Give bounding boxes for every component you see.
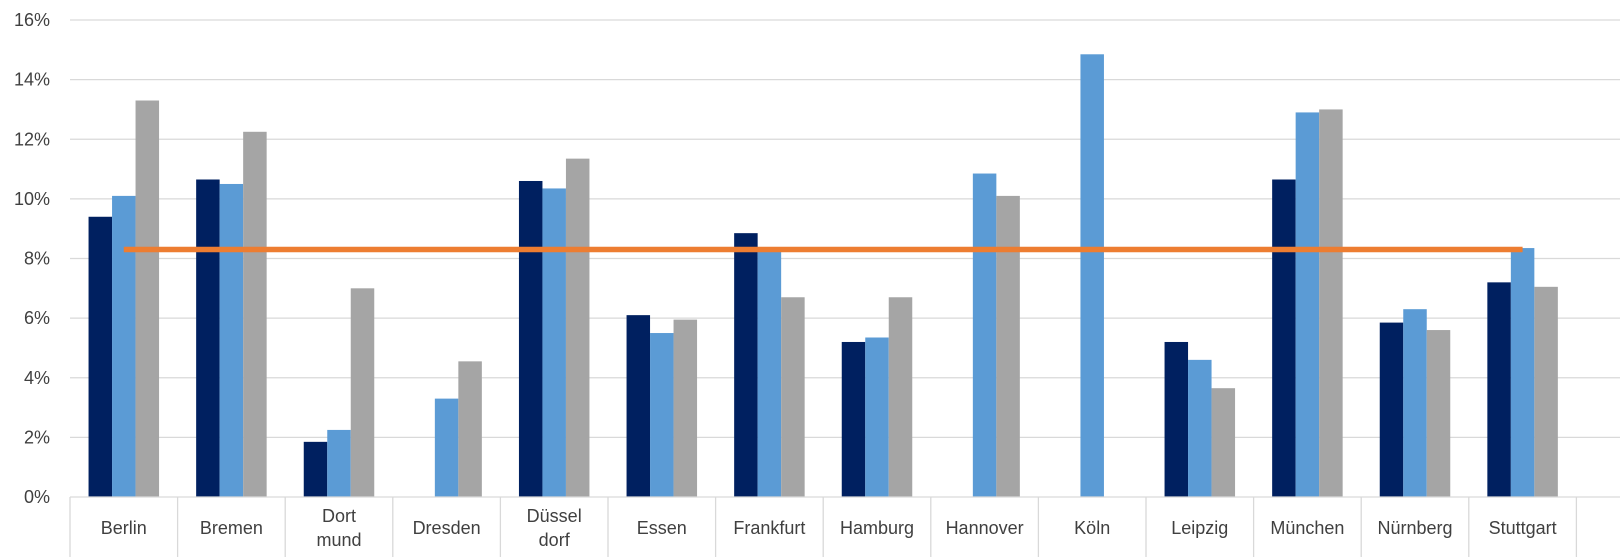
- y-tick-label: 4%: [24, 368, 50, 388]
- bar: [841, 341, 866, 497]
- bar: [757, 248, 782, 497]
- bar: [781, 297, 805, 497]
- y-tick-label: 10%: [14, 189, 50, 209]
- bar: [542, 188, 566, 498]
- bar: [196, 179, 220, 497]
- bar: [1080, 54, 1104, 498]
- bar: [518, 180, 543, 498]
- bar: [327, 429, 351, 497]
- gridlines: [70, 19, 1620, 439]
- bar: [1319, 109, 1343, 497]
- category-label: Hamburg: [840, 518, 914, 538]
- y-axis-tick-labels: 0% 2% 4% 6% 8% 10% 12% 14% 16%: [14, 10, 50, 507]
- bar: [1188, 359, 1212, 497]
- bar: [565, 158, 590, 498]
- y-tick-label: 6%: [24, 308, 50, 328]
- bar: [88, 216, 113, 497]
- bar: [1164, 341, 1189, 497]
- bar: [112, 195, 136, 498]
- category-label: Dresden: [413, 518, 481, 538]
- bar: [1487, 282, 1511, 497]
- bar: [673, 319, 698, 497]
- category-label: Hannover: [946, 518, 1024, 538]
- category-labels: Berlin Bremen Dort mund Dresden Düssel dorf Ess…: [101, 506, 1557, 550]
- bar: [1426, 330, 1451, 497]
- bar: [1272, 179, 1296, 497]
- category-label: mund: [316, 530, 361, 550]
- bar: [1211, 388, 1236, 497]
- bar: [350, 288, 375, 497]
- y-tick-label: 0%: [24, 487, 50, 507]
- y-tick-label: 2%: [24, 427, 50, 447]
- y-tick-label: 12%: [14, 129, 50, 149]
- category-label: Köln: [1074, 518, 1110, 538]
- bar: [996, 195, 1020, 498]
- category-label: Düssel: [527, 506, 582, 526]
- bar: [650, 333, 674, 497]
- y-tick-label: 8%: [24, 249, 50, 269]
- bar: [243, 131, 267, 497]
- bar: [219, 183, 244, 497]
- category-label: Essen: [637, 518, 687, 538]
- category-label: Stuttgart: [1489, 518, 1557, 538]
- bar: [626, 315, 651, 497]
- x-axis: [69, 496, 1620, 557]
- category-label: Frankfurt: [733, 518, 805, 538]
- bar: [1295, 112, 1320, 497]
- category-label: Dort: [322, 506, 356, 526]
- category-label: Berlin: [101, 518, 147, 538]
- category-label: Bremen: [200, 518, 263, 538]
- category-label: Leipzig: [1171, 518, 1228, 538]
- bars: [88, 54, 1558, 498]
- bar: [1510, 248, 1535, 497]
- bar: [458, 361, 482, 497]
- bar: [1403, 309, 1427, 497]
- category-label: Nürnberg: [1377, 518, 1452, 538]
- category-label: München: [1270, 518, 1344, 538]
- bar: [303, 441, 328, 497]
- bar: [1534, 286, 1558, 497]
- bar: [888, 297, 913, 497]
- y-tick-label: 16%: [14, 10, 50, 30]
- bar: [1379, 322, 1404, 497]
- y-tick-label: 14%: [14, 70, 50, 90]
- bar: [434, 398, 459, 497]
- bar: [865, 337, 889, 497]
- bar: [734, 233, 758, 498]
- bar: [972, 173, 997, 498]
- category-label: dorf: [539, 530, 571, 550]
- bar: [135, 100, 160, 498]
